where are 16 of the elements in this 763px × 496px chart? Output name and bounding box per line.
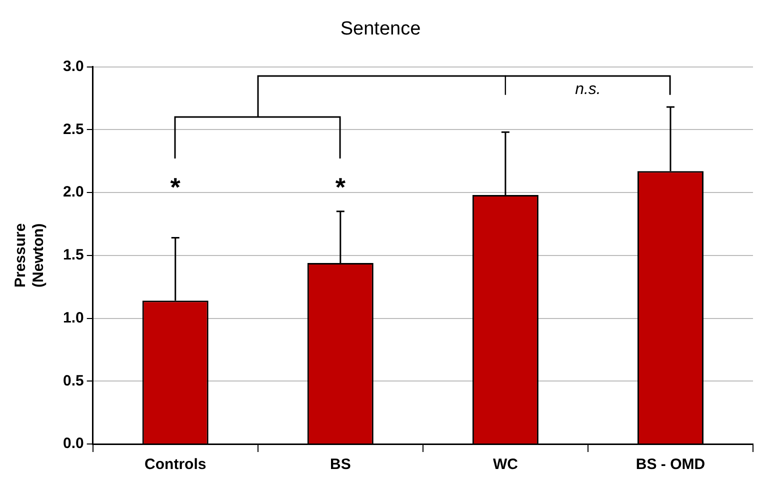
x-tick-label: Controls (144, 456, 206, 474)
x-tick-label: BS - OMD (636, 456, 706, 474)
y-tick-label: 3.0 (62, 58, 84, 75)
annotation: * (335, 172, 346, 202)
y-tick-label: 0.0 (62, 435, 84, 452)
y-tick-label: 2.5 (62, 120, 84, 138)
x-tick-label: WC (492, 456, 518, 474)
x-tick-label: BS (330, 456, 351, 474)
y-tick-label: 0.5 (62, 372, 84, 390)
annotation: n.s. (575, 80, 601, 98)
y-tick-label: 1.5 (62, 246, 84, 264)
annotation: * (170, 172, 182, 202)
y-tick-label: 2.0 (62, 184, 84, 201)
y-axis-title: Pressure (Newton) (12, 223, 48, 288)
y-tick-label: 1.0 (62, 309, 84, 326)
chart-title: Sentence (340, 18, 421, 40)
